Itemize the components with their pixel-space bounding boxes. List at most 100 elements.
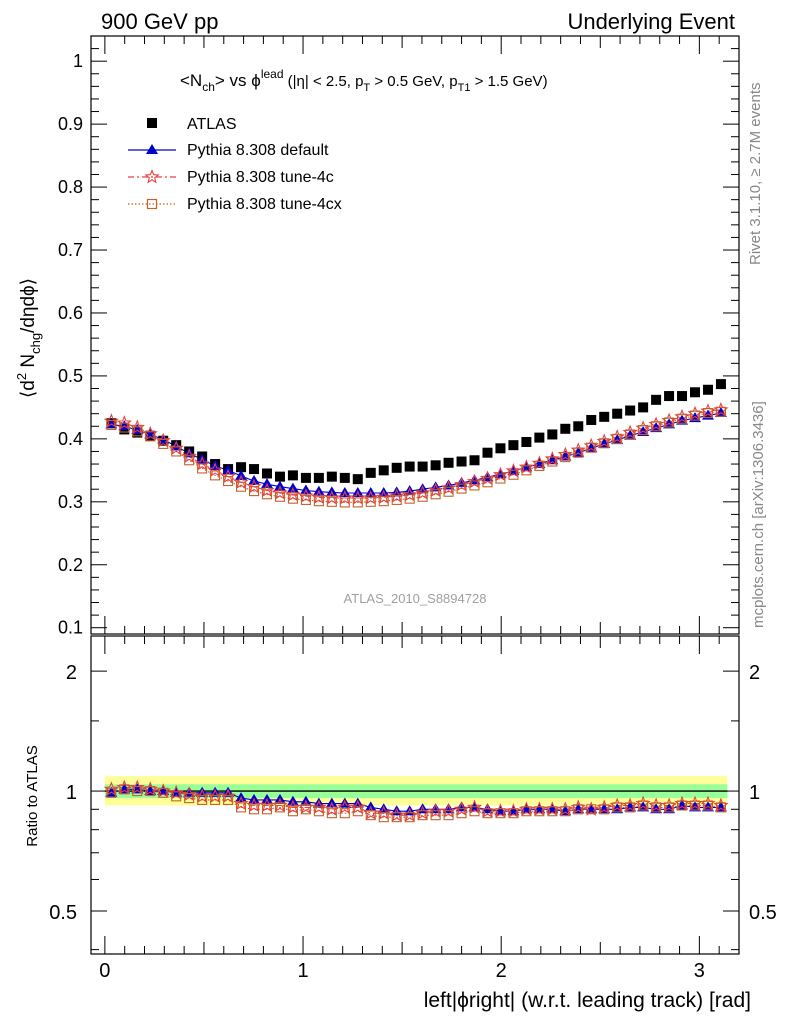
top-point-tune4c	[466, 473, 483, 489]
legend: ATLAS Pythia 8.308 default Pythia 8.308 …	[128, 116, 342, 213]
top-point-tune4cx	[547, 456, 558, 467]
ratio-point-tune4cx	[261, 804, 273, 815]
ratio-point-tune4c	[207, 788, 223, 803]
top-y-tick-label: 0.5	[58, 366, 83, 386]
ratio-y-tick-label: 0.5	[49, 902, 77, 924]
ratio-point-tune4c	[103, 781, 119, 796]
ratio-point-tune4cx	[534, 806, 545, 817]
ratio-point-tune4cx	[689, 800, 701, 811]
top-point-tune4cx	[456, 483, 467, 494]
top-point-tune4c	[324, 489, 340, 505]
top-point-default	[170, 440, 183, 451]
ratio-point-tune4c	[194, 788, 210, 803]
ratio-point-tune4cx	[702, 800, 714, 811]
top-point-tune4c	[363, 489, 379, 505]
top-point-default	[390, 486, 403, 497]
ratio-point-tune4cx	[586, 804, 597, 815]
x-tick-label: 2	[496, 960, 507, 982]
ratio-point-tune4cx	[469, 806, 480, 817]
top-y-tick-label: 0.8	[58, 177, 83, 197]
top-point-tune4c	[272, 484, 288, 500]
top-point-tune4c	[440, 479, 457, 495]
top-point-tune4c	[350, 489, 366, 505]
ratio-point-tune4cx	[158, 787, 169, 798]
ratio-point-tune4cx	[638, 800, 649, 811]
ratio-y-tick-label-right: 2	[749, 662, 760, 684]
top-point-atlas	[690, 387, 701, 398]
top-point-tune4c	[207, 462, 223, 477]
ratio-point-tune4cx	[573, 804, 584, 815]
ratio-point-tune4cx	[210, 794, 221, 805]
legend-atlas-marker	[147, 118, 157, 128]
top-point-atlas	[677, 391, 688, 402]
x-axis-label: left|ϕright| (w.r.t. leading track) [rad…	[424, 989, 751, 1012]
ratio-point-default	[183, 786, 196, 797]
top-point-atlas	[430, 460, 441, 471]
top-point-atlas	[249, 464, 260, 475]
top-point-tune4c	[505, 462, 522, 478]
top-point-tune4cx	[365, 496, 376, 507]
top-point-tune4cx	[482, 477, 493, 488]
ratio-point-tune4c	[129, 779, 145, 795]
top-point-atlas	[391, 462, 402, 473]
mcplots-label: mcplots.cern.ch [arXiv:1306.3436]	[750, 401, 767, 628]
top-point-tune4cx	[171, 446, 182, 457]
ratio-point-tune4cx	[236, 802, 247, 813]
top-point-tune4cx	[404, 493, 415, 504]
ratio-point-tune4cx	[676, 800, 688, 811]
ratio-point-tune4cx	[430, 810, 441, 821]
top-point-atlas	[236, 462, 247, 473]
x-tick-label: 0	[99, 960, 110, 982]
top-y-tick-label: 0.1	[58, 618, 83, 638]
top-point-atlas	[495, 443, 506, 454]
top-point-tune4cx	[119, 422, 130, 433]
top-point-tune4c	[518, 459, 535, 474]
top-point-tune4c	[402, 486, 418, 502]
ratio-point-tune4cx	[378, 812, 389, 823]
top-point-tune4cx	[184, 455, 195, 466]
x-tick-label: 1	[297, 960, 308, 982]
top-point-tune4cx	[638, 425, 649, 436]
ratio-point-tune4cx	[197, 794, 208, 805]
top-point-tune4c	[168, 440, 184, 455]
ratio-point-tune4cx	[482, 808, 493, 819]
ratio-point-tune4c	[376, 805, 392, 820]
top-point-atlas	[625, 405, 636, 416]
top-point-tune4cx	[689, 410, 701, 421]
top-point-atlas	[443, 457, 454, 468]
legend-atlas-label: ATLAS	[187, 116, 237, 133]
ratio-point-tune4cx	[417, 810, 428, 821]
top-point-tune4cx	[236, 481, 247, 492]
ratio-point-tune4cx	[248, 804, 260, 815]
ratio-point-tune4c	[168, 784, 184, 800]
ratio-y-tick-label: 1	[66, 782, 77, 804]
ratio-panel	[90, 635, 740, 955]
top-point-atlas	[586, 414, 597, 425]
top-point-tune4cx	[197, 463, 208, 474]
top-point-tune4cx	[495, 473, 506, 484]
ratio-point-tune4cx	[495, 808, 506, 819]
top-point-tune4c	[492, 466, 509, 482]
top-point-tune4cx	[702, 408, 714, 419]
top-point-atlas	[339, 472, 350, 483]
top-point-tune4cx	[586, 442, 597, 453]
top-point-tune4c	[181, 448, 197, 463]
top-point-tune4cx	[313, 496, 324, 507]
top-point-tune4cx	[560, 452, 571, 463]
top-point-atlas	[702, 384, 713, 395]
top-point-tune4cx	[339, 497, 350, 508]
top-point-atlas	[456, 456, 467, 467]
top-point-tune4c	[479, 470, 496, 486]
ratio-point-tune4c	[311, 799, 327, 814]
ratio-y-axis-label: Ratio to ATLAS	[24, 745, 41, 846]
top-point-atlas	[378, 465, 389, 476]
ratio-point-tune4cx	[287, 806, 298, 817]
plot-title: <Nch> vs ϕlead (|η| < 2.5, pT > 0.5 GeV,…	[180, 67, 548, 94]
ratio-point-tune4cx	[365, 810, 376, 821]
top-point-tune4cx	[261, 489, 273, 500]
top-point-tune4cx	[223, 475, 234, 487]
top-point-tune4cx	[132, 426, 143, 437]
ratio-point-tune4c	[466, 799, 483, 814]
ratio-point-tune4c	[350, 799, 366, 814]
top-point-atlas	[326, 471, 337, 482]
